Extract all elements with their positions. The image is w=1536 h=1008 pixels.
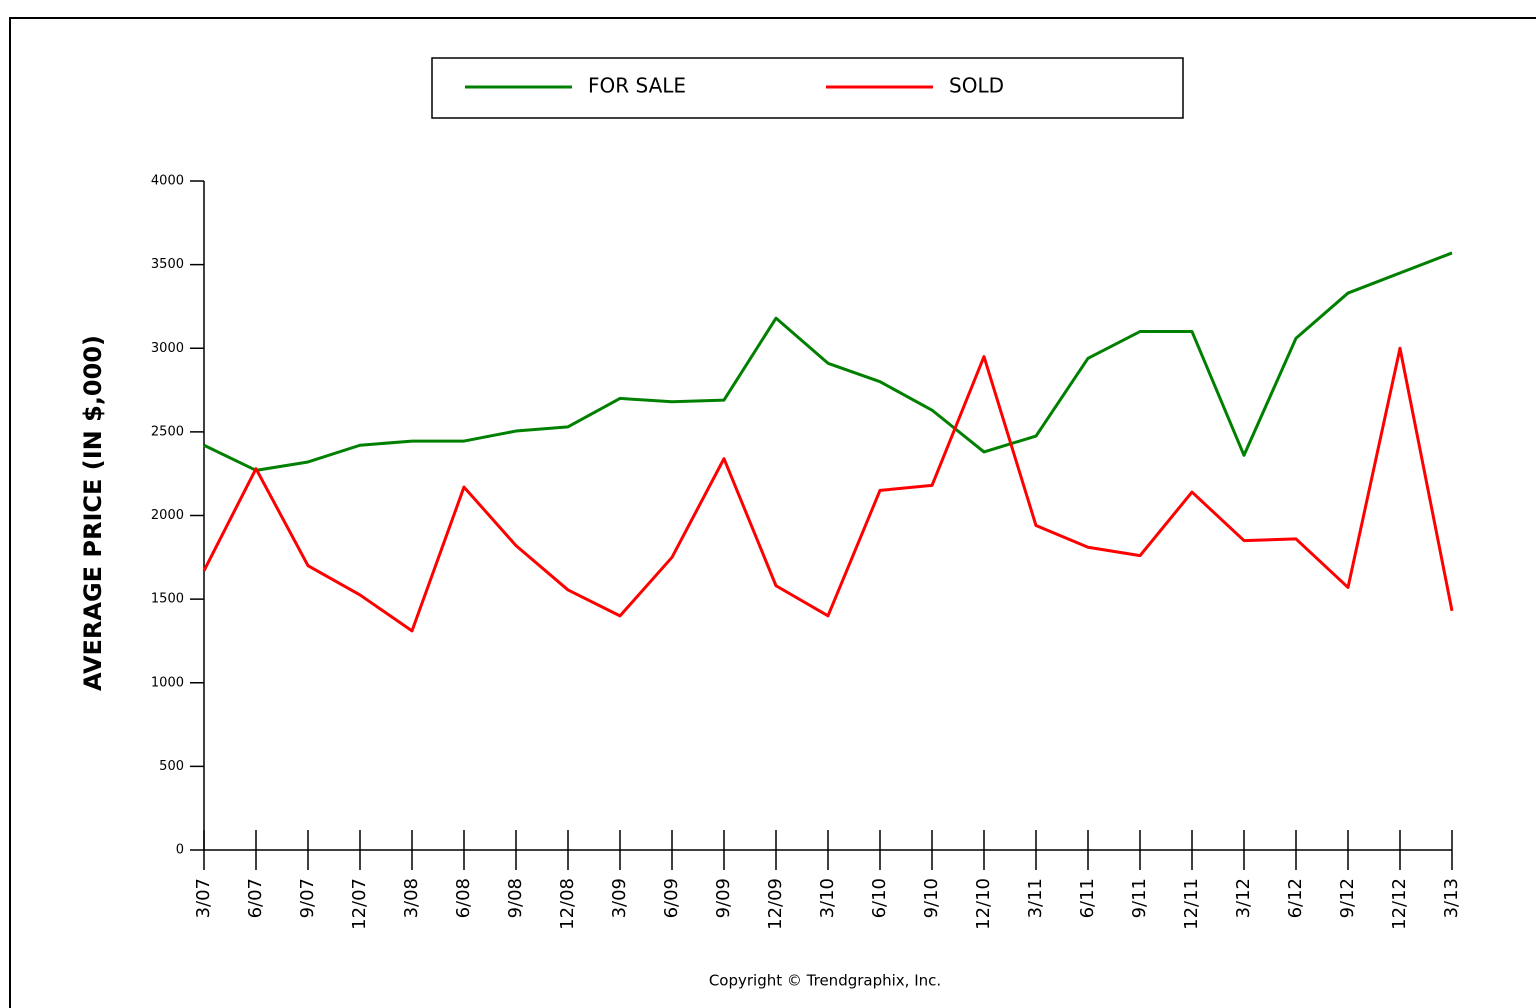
legend-label: FOR SALE bbox=[588, 74, 686, 98]
footer: Copyright © Trendgraphix, Inc. bbox=[709, 972, 941, 990]
x-tick-label: 9/07 bbox=[297, 878, 318, 918]
y-tick-label: 1000 bbox=[151, 675, 184, 690]
x-tick-label: 9/10 bbox=[921, 878, 942, 918]
x-tick-label: 9/11 bbox=[1129, 878, 1150, 918]
x-tick-label: 9/09 bbox=[713, 878, 734, 918]
series-line bbox=[203, 251, 1453, 472]
y-tick-label: 4000 bbox=[151, 174, 184, 189]
x-tick-label: 6/10 bbox=[869, 878, 890, 918]
x-tick-label: 3/12 bbox=[1233, 878, 1254, 918]
x-tick-label: 3/09 bbox=[609, 878, 630, 918]
x-tick-label: 12/09 bbox=[765, 878, 786, 930]
y-tick-label: 3500 bbox=[151, 257, 184, 272]
x-tick-label: 6/12 bbox=[1285, 878, 1306, 918]
y-axis-title: AVERAGE PRICE (IN $,000) bbox=[79, 335, 107, 691]
x-tick-label: 12/12 bbox=[1389, 878, 1410, 930]
x-tick-label: 3/11 bbox=[1025, 878, 1046, 918]
y-tick-label: 3000 bbox=[151, 341, 184, 356]
x-tick-label: 3/07 bbox=[193, 878, 214, 918]
x-tick-label: 12/10 bbox=[973, 878, 994, 930]
x-tick-label: 12/08 bbox=[557, 878, 578, 930]
x-tick-label: 3/08 bbox=[401, 878, 422, 918]
y-tick-label: 2500 bbox=[151, 424, 184, 439]
y-tick-label: 1500 bbox=[151, 592, 184, 607]
x-tick-label: 6/11 bbox=[1077, 878, 1098, 918]
x-tick-label: 3/10 bbox=[817, 878, 838, 918]
x-tick-label: 9/08 bbox=[505, 878, 526, 918]
frame bbox=[9, 17, 1536, 1008]
x-tick-label: 6/09 bbox=[661, 878, 682, 918]
legend-label: SOLD bbox=[949, 74, 1004, 98]
x-tick-label: 6/08 bbox=[453, 878, 474, 918]
y-tick-label: 0 bbox=[176, 843, 184, 858]
x-tick-label: 12/07 bbox=[349, 878, 370, 930]
x-tick-label: 9/12 bbox=[1337, 878, 1358, 918]
series-line bbox=[202, 346, 1454, 633]
y-tick-label: 2000 bbox=[151, 508, 184, 523]
x-tick-label: 6/07 bbox=[245, 878, 266, 918]
x-tick-label: 12/11 bbox=[1181, 878, 1202, 930]
y-tick-label: 500 bbox=[159, 759, 184, 774]
x-tick-label: 3/13 bbox=[1441, 878, 1462, 918]
